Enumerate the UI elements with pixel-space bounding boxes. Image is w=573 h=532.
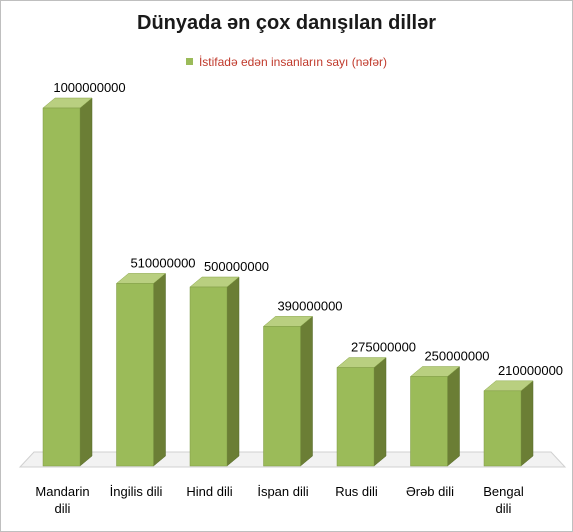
data-label: 250000000 [424,349,489,364]
bar [189,286,228,467]
category-label: İngilis dili [110,484,163,499]
bar [263,326,301,467]
bar-side [153,272,166,467]
bar [336,367,375,467]
bar-side [373,357,387,467]
category-label: İspan dili [257,484,308,499]
bar-side [300,315,313,467]
bar-side [447,365,460,467]
category-label: dili [55,501,71,516]
bar-side [79,97,93,467]
category-label: Mandarin [35,484,89,499]
bar-side [520,380,534,467]
category-label: Hind dili [186,484,232,499]
category-label: dili [496,501,512,516]
bar [410,376,448,467]
bar [483,390,522,467]
data-label: 210000000 [498,363,563,378]
bar-side [226,276,240,467]
data-label: 500000000 [204,259,269,274]
bar [116,283,154,467]
data-label: 1000000000 [53,80,125,95]
data-label: 390000000 [277,298,342,313]
legend-label: İstifadə edən insanların sayı (nəfər) [198,55,388,69]
category-label: Bengal [483,484,524,499]
data-label: 510000000 [130,255,195,270]
category-label: Rus dili [335,484,378,499]
bar [42,107,81,467]
chart-legend: İstifadə edən insanların sayı (nəfər) [0,55,573,69]
data-label: 275000000 [351,340,416,355]
chart-title: Dünyada ən çox danışılan dillər [137,12,436,34]
category-label: Ərəb dili [406,484,454,499]
legend-swatch [185,58,193,66]
